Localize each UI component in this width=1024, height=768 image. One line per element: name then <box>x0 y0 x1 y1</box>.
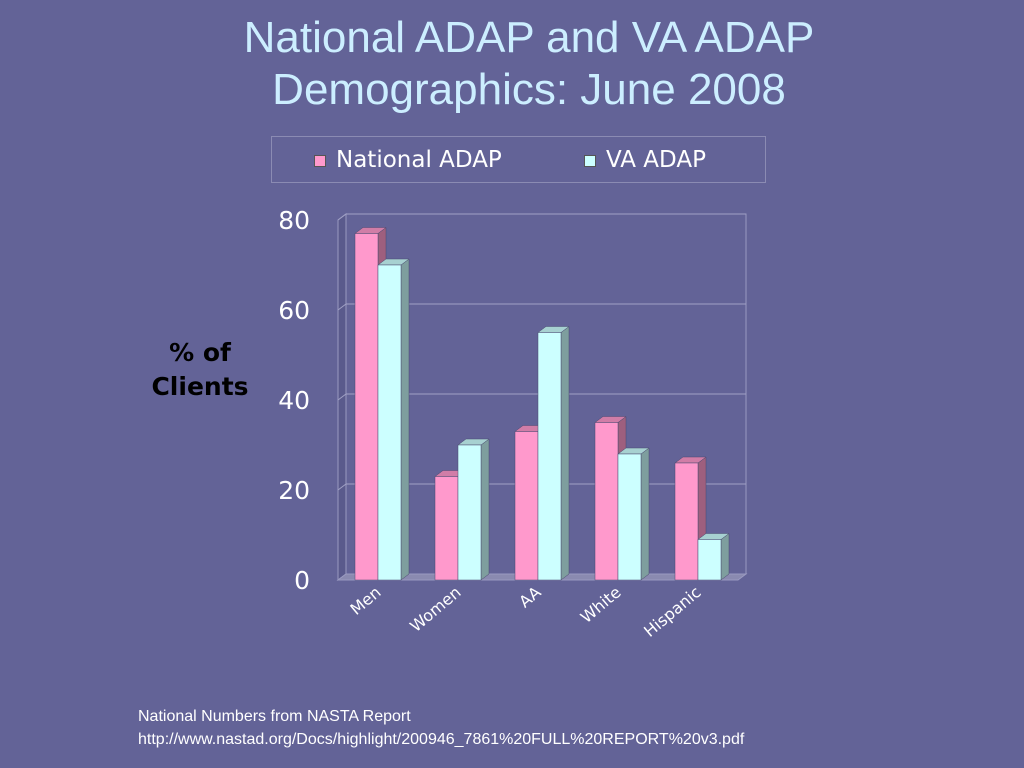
y-tick-label: 60 <box>278 296 310 325</box>
bar-national-white <box>594 422 619 581</box>
bar-national-women <box>434 476 459 581</box>
bar-va-aa <box>537 332 562 581</box>
chart-legend: National ADAP VA ADAP <box>271 136 766 183</box>
bar-side-va <box>480 438 490 581</box>
y-axis-label-line-1: % of <box>169 338 231 367</box>
legend-label-va: VA ADAP <box>606 147 706 173</box>
bar-national-aa <box>514 431 539 581</box>
gridline <box>337 393 746 401</box>
gridline <box>337 213 746 221</box>
title-line-1: National ADAP and VA ADAP <box>243 13 815 62</box>
y-axis-label: % of Clients <box>140 336 260 404</box>
bar-va-white <box>617 453 642 581</box>
x-tick-label: Women <box>406 583 464 636</box>
y-tick-label: 0 <box>294 566 310 595</box>
legend-label-national: National ADAP <box>336 147 502 173</box>
bar-national-men <box>354 233 379 581</box>
bar-va-hispanic <box>697 539 722 581</box>
y-tick-label: 20 <box>278 476 310 505</box>
y-axis-label-line-2: Clients <box>151 372 249 401</box>
bar-side-va <box>720 533 730 581</box>
footnote-source: National Numbers from NASTA Report <box>138 708 411 725</box>
bar-national-hispanic <box>674 462 699 581</box>
x-tick-label: Hispanic <box>640 583 704 641</box>
bar-va-women <box>457 444 482 581</box>
legend-swatch-national <box>314 155 326 167</box>
bar-side-va <box>640 447 650 581</box>
x-tick-label: White <box>577 583 625 627</box>
legend-swatch-va <box>584 155 596 167</box>
bar-side-va <box>560 326 570 581</box>
slide-title: National ADAP and VA ADAP Demographics: … <box>0 12 1024 116</box>
x-tick-label: Men <box>346 583 384 619</box>
y-tick-label: 80 <box>278 206 310 235</box>
footnote-url: http://www.nastad.org/Docs/highlight/200… <box>138 731 745 748</box>
x-tick-label: AA <box>515 582 544 611</box>
bar-va-men <box>377 264 402 581</box>
y-tick-label: 40 <box>278 386 310 415</box>
title-line-2: Demographics: June 2008 <box>272 65 786 114</box>
gridline <box>337 303 746 311</box>
footnote: National Numbers from NASTA Report http:… <box>138 705 744 751</box>
bar-side-va <box>400 258 410 581</box>
